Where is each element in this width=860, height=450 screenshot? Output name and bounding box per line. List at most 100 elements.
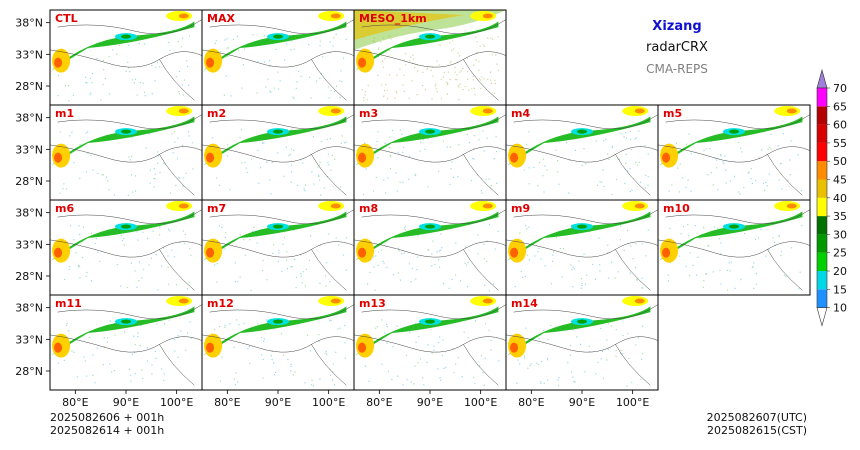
- echo-speckle: [305, 184, 307, 186]
- echo-speckle: [417, 362, 419, 364]
- echo-speckle: [148, 133, 150, 135]
- echo-speckle: [619, 352, 622, 354]
- echo-speckle: [416, 269, 418, 271]
- echo-speckle: [411, 80, 413, 82]
- echo-speckle: [519, 363, 521, 365]
- echo-speckle: [330, 374, 332, 376]
- echo-speckle: [778, 236, 780, 238]
- echo-speckle: [270, 91, 272, 93]
- echo-speckle: [466, 286, 469, 288]
- echo-speckle: [449, 62, 451, 64]
- border-line: [513, 304, 658, 320]
- echo-speckle: [345, 237, 348, 239]
- border-line: [506, 144, 658, 163]
- x-tick-label: 90°E: [265, 396, 291, 409]
- echo-speckle: [702, 286, 704, 288]
- echo-speckle: [565, 142, 568, 144]
- echo-speckle: [599, 181, 601, 183]
- echo-speckle: [280, 333, 283, 335]
- echo-speckle: [538, 162, 541, 164]
- echo-speckle: [468, 89, 470, 91]
- echo-speckle: [522, 276, 524, 278]
- echo-speckle: [388, 147, 391, 149]
- echo-speckle: [290, 129, 293, 131]
- panel-background: [50, 10, 202, 105]
- echo-speckle: [410, 56, 412, 58]
- echo-speckle: [278, 88, 280, 90]
- echo-speckle: [699, 237, 701, 239]
- echo-speckle: [345, 269, 347, 271]
- echo-speckle: [91, 82, 93, 84]
- echo-speckle: [616, 179, 618, 181]
- echo-speckle: [123, 237, 125, 240]
- echo-speckle: [290, 164, 293, 166]
- echo-speckle: [174, 339, 176, 341]
- echo-speckle: [375, 255, 377, 257]
- echo-speckle: [707, 174, 709, 176]
- echo-speckle: [263, 338, 266, 340]
- panel-m2: m2: [201, 104, 355, 201]
- echo-speckle: [431, 352, 433, 354]
- echo-speckle: [797, 154, 799, 156]
- echo-speckle: [141, 369, 143, 371]
- echo-speckle: [75, 252, 77, 254]
- echo-speckle: [367, 84, 369, 86]
- echo-speckle: [449, 78, 451, 81]
- echo-speckle: [262, 259, 264, 262]
- echo-speckle: [227, 144, 229, 146]
- echo-speckle: [466, 57, 468, 59]
- echo-speckle: [473, 158, 475, 160]
- echo-speckle: [478, 60, 480, 63]
- echo-speckle: [497, 69, 499, 71]
- echo-speckle: [173, 131, 175, 133]
- echo-speckle: [265, 319, 267, 321]
- echo-speckle: [392, 274, 395, 276]
- echo-speckle: [332, 379, 334, 381]
- echo-speckle: [316, 80, 318, 82]
- echo-speckle: [344, 324, 346, 327]
- echo-speckle: [493, 283, 495, 285]
- echo-speckle: [584, 283, 586, 285]
- panel-background: [50, 105, 202, 200]
- echo-speckle: [298, 70, 300, 72]
- colorbar-segment: [817, 252, 827, 271]
- echo-speckle: [598, 237, 600, 239]
- echo-speckle: [482, 130, 484, 132]
- echo-speckle: [493, 158, 495, 160]
- echo-speckle: [311, 171, 313, 173]
- echo-speckle: [77, 265, 79, 267]
- echo-speckle: [416, 256, 418, 258]
- echo-speckle: [538, 364, 540, 366]
- echo-core: [634, 108, 645, 114]
- echo-speckle: [423, 384, 425, 386]
- echo-speckle: [307, 334, 309, 336]
- echo-speckle: [585, 163, 587, 165]
- echo-speckle: [68, 268, 70, 270]
- echo-speckle: [595, 373, 597, 375]
- echo-speckle: [760, 229, 762, 231]
- echo-speckle: [229, 323, 231, 325]
- echo-speckle: [329, 320, 331, 322]
- echo-speckle: [151, 64, 153, 67]
- panel-meso-1km: MESO_1km: [353, 9, 507, 106]
- echo-speckle: [377, 131, 379, 133]
- echo-speckle: [486, 240, 488, 242]
- echo-speckle: [486, 260, 488, 262]
- echo-core: [662, 152, 671, 163]
- echo-speckle: [695, 274, 698, 276]
- echo-speckle: [270, 355, 272, 357]
- echo-speckle: [406, 379, 408, 381]
- echo-speckle: [572, 286, 574, 288]
- echo-speckle: [186, 60, 188, 62]
- echo-speckle: [403, 90, 405, 92]
- echo-speckle: [118, 44, 120, 46]
- echo-speckle: [765, 255, 767, 257]
- echo-speckle: [630, 149, 633, 151]
- echo-speckle: [388, 49, 390, 51]
- echo-speckle: [689, 274, 691, 276]
- panel-label: MAX: [207, 12, 235, 25]
- echo-speckle: [95, 237, 97, 240]
- panel-m10: m10: [657, 199, 811, 296]
- echo-speckle: [424, 148, 426, 150]
- echo-cell: [121, 319, 131, 324]
